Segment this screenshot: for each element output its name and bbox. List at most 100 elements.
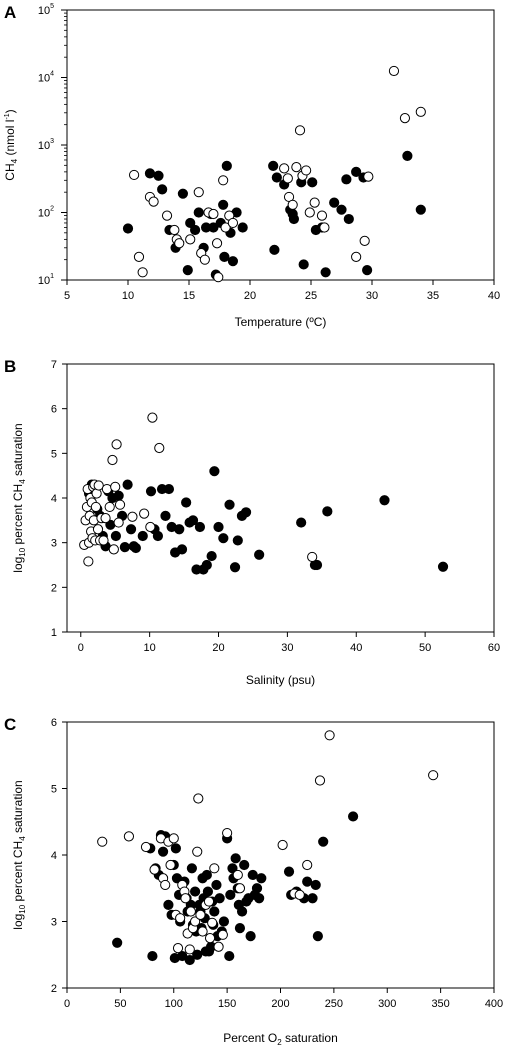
data-point-open bbox=[93, 480, 104, 491]
data-point-filled bbox=[288, 213, 300, 225]
x-tick-label: 250 bbox=[325, 998, 343, 1010]
data-point-filled bbox=[119, 542, 130, 553]
data-point-open bbox=[92, 524, 104, 535]
data-point-filled bbox=[209, 466, 220, 477]
series-open bbox=[97, 730, 439, 955]
data-point-filled bbox=[318, 836, 329, 847]
data-point-open bbox=[104, 501, 115, 513]
data-point-filled bbox=[174, 524, 185, 535]
data-point-open bbox=[222, 827, 233, 839]
data-point-open bbox=[302, 859, 313, 871]
data-point-filled bbox=[177, 188, 188, 199]
data-point-filled bbox=[144, 168, 156, 179]
data-point-open bbox=[351, 251, 362, 262]
data-point-open bbox=[185, 906, 196, 917]
panel-c: C 0 50 100 150 200 250 300 350 400 2 3 4 5 6 Percent O2… bbox=[4, 715, 503, 1047]
data-point-open bbox=[207, 917, 218, 928]
data-point-filled bbox=[202, 886, 214, 897]
x-tick-label: 0 bbox=[64, 998, 70, 1010]
data-point-filled bbox=[218, 199, 229, 210]
x-tick-label: 60 bbox=[488, 642, 500, 654]
series-open bbox=[79, 412, 318, 567]
x-tick-label: 35 bbox=[427, 290, 439, 302]
x-tick-label: 40 bbox=[488, 290, 500, 302]
y-axis-title: CH4 (nmol l-1) bbox=[3, 109, 19, 180]
data-point-filled bbox=[247, 869, 258, 881]
data-point-filled bbox=[347, 811, 359, 822]
data-point-filled bbox=[208, 222, 219, 233]
data-point-filled bbox=[227, 256, 239, 267]
data-point-open bbox=[139, 508, 150, 519]
y-axis-title: log10 percent CH4 saturation bbox=[11, 780, 27, 929]
data-point-filled bbox=[122, 223, 134, 234]
data-point-filled bbox=[201, 869, 212, 881]
panel-b: B 0 10 20 30 40 50 60 1 2 3 4 5 6 7 Salinity (psu) log10… bbox=[4, 357, 500, 687]
data-point-filled bbox=[125, 524, 137, 535]
data-point-filled bbox=[218, 533, 229, 544]
data-point-open bbox=[314, 775, 326, 786]
data-point-open bbox=[107, 454, 118, 466]
data-point-filled bbox=[170, 843, 181, 854]
y-tick-label: 103 bbox=[38, 138, 54, 152]
data-point-filled bbox=[307, 893, 318, 904]
data-point-open bbox=[137, 267, 148, 278]
data-point-filled bbox=[239, 859, 250, 871]
y-axis-title: log10 percent CH4 saturation bbox=[11, 423, 27, 572]
data-point-open bbox=[279, 163, 290, 174]
data-point-filled bbox=[219, 251, 230, 262]
data-point-open bbox=[363, 171, 374, 182]
data-point-filled bbox=[402, 150, 413, 161]
data-point-open bbox=[359, 235, 370, 246]
data-point-open bbox=[83, 556, 94, 567]
data-point-open bbox=[161, 210, 173, 221]
x-axis-title: Temperature (ºC) bbox=[235, 315, 327, 329]
data-point-open bbox=[203, 896, 215, 907]
x-tick-label: 20 bbox=[212, 642, 224, 654]
x-tick-label: 25 bbox=[305, 290, 317, 302]
data-point-open bbox=[180, 893, 191, 904]
data-point-open bbox=[114, 499, 126, 510]
data-point-filled bbox=[311, 559, 323, 571]
data-point-open bbox=[168, 833, 179, 844]
data-point-open bbox=[98, 535, 109, 546]
x-tick-label: 400 bbox=[485, 998, 503, 1010]
data-point-open bbox=[100, 513, 111, 524]
data-point-open bbox=[211, 238, 223, 249]
data-point-filled bbox=[234, 923, 246, 934]
data-point-open bbox=[197, 926, 208, 937]
data-point-open bbox=[428, 770, 439, 781]
data-point-filled bbox=[232, 535, 243, 546]
data-point-open bbox=[319, 222, 330, 233]
x-tick-label: 30 bbox=[366, 290, 378, 302]
data-point-open bbox=[148, 196, 159, 207]
data-point-open bbox=[220, 222, 231, 233]
data-point-open bbox=[232, 869, 243, 881]
data-point-filled bbox=[329, 197, 340, 208]
x-tick-label: 0 bbox=[78, 642, 84, 654]
y-tick-label: 2 bbox=[51, 582, 57, 594]
data-point-filled bbox=[160, 510, 171, 521]
data-point-open bbox=[213, 941, 224, 952]
data-point-filled bbox=[251, 883, 263, 894]
data-point-filled bbox=[341, 174, 352, 185]
panel-letter: A bbox=[4, 3, 16, 22]
data-point-filled bbox=[256, 873, 267, 884]
data-point-filled bbox=[229, 562, 241, 573]
data-point-open bbox=[209, 863, 220, 874]
data-point-filled bbox=[351, 166, 362, 177]
data-point-filled bbox=[227, 863, 238, 874]
data-point-filled bbox=[185, 217, 196, 229]
data-point-open bbox=[301, 165, 312, 176]
data-point-filled bbox=[163, 899, 174, 910]
data-point-open bbox=[193, 793, 204, 804]
x-tick-label: 100 bbox=[165, 998, 183, 1010]
data-point-filled bbox=[254, 893, 265, 904]
x-tick-label: 50 bbox=[114, 998, 126, 1010]
data-point-filled bbox=[320, 267, 331, 278]
data-point-filled bbox=[209, 906, 220, 917]
data-point-filled bbox=[221, 160, 232, 172]
data-point-filled bbox=[236, 906, 248, 917]
data-point-open bbox=[90, 501, 102, 513]
data-point-filled bbox=[218, 916, 230, 927]
